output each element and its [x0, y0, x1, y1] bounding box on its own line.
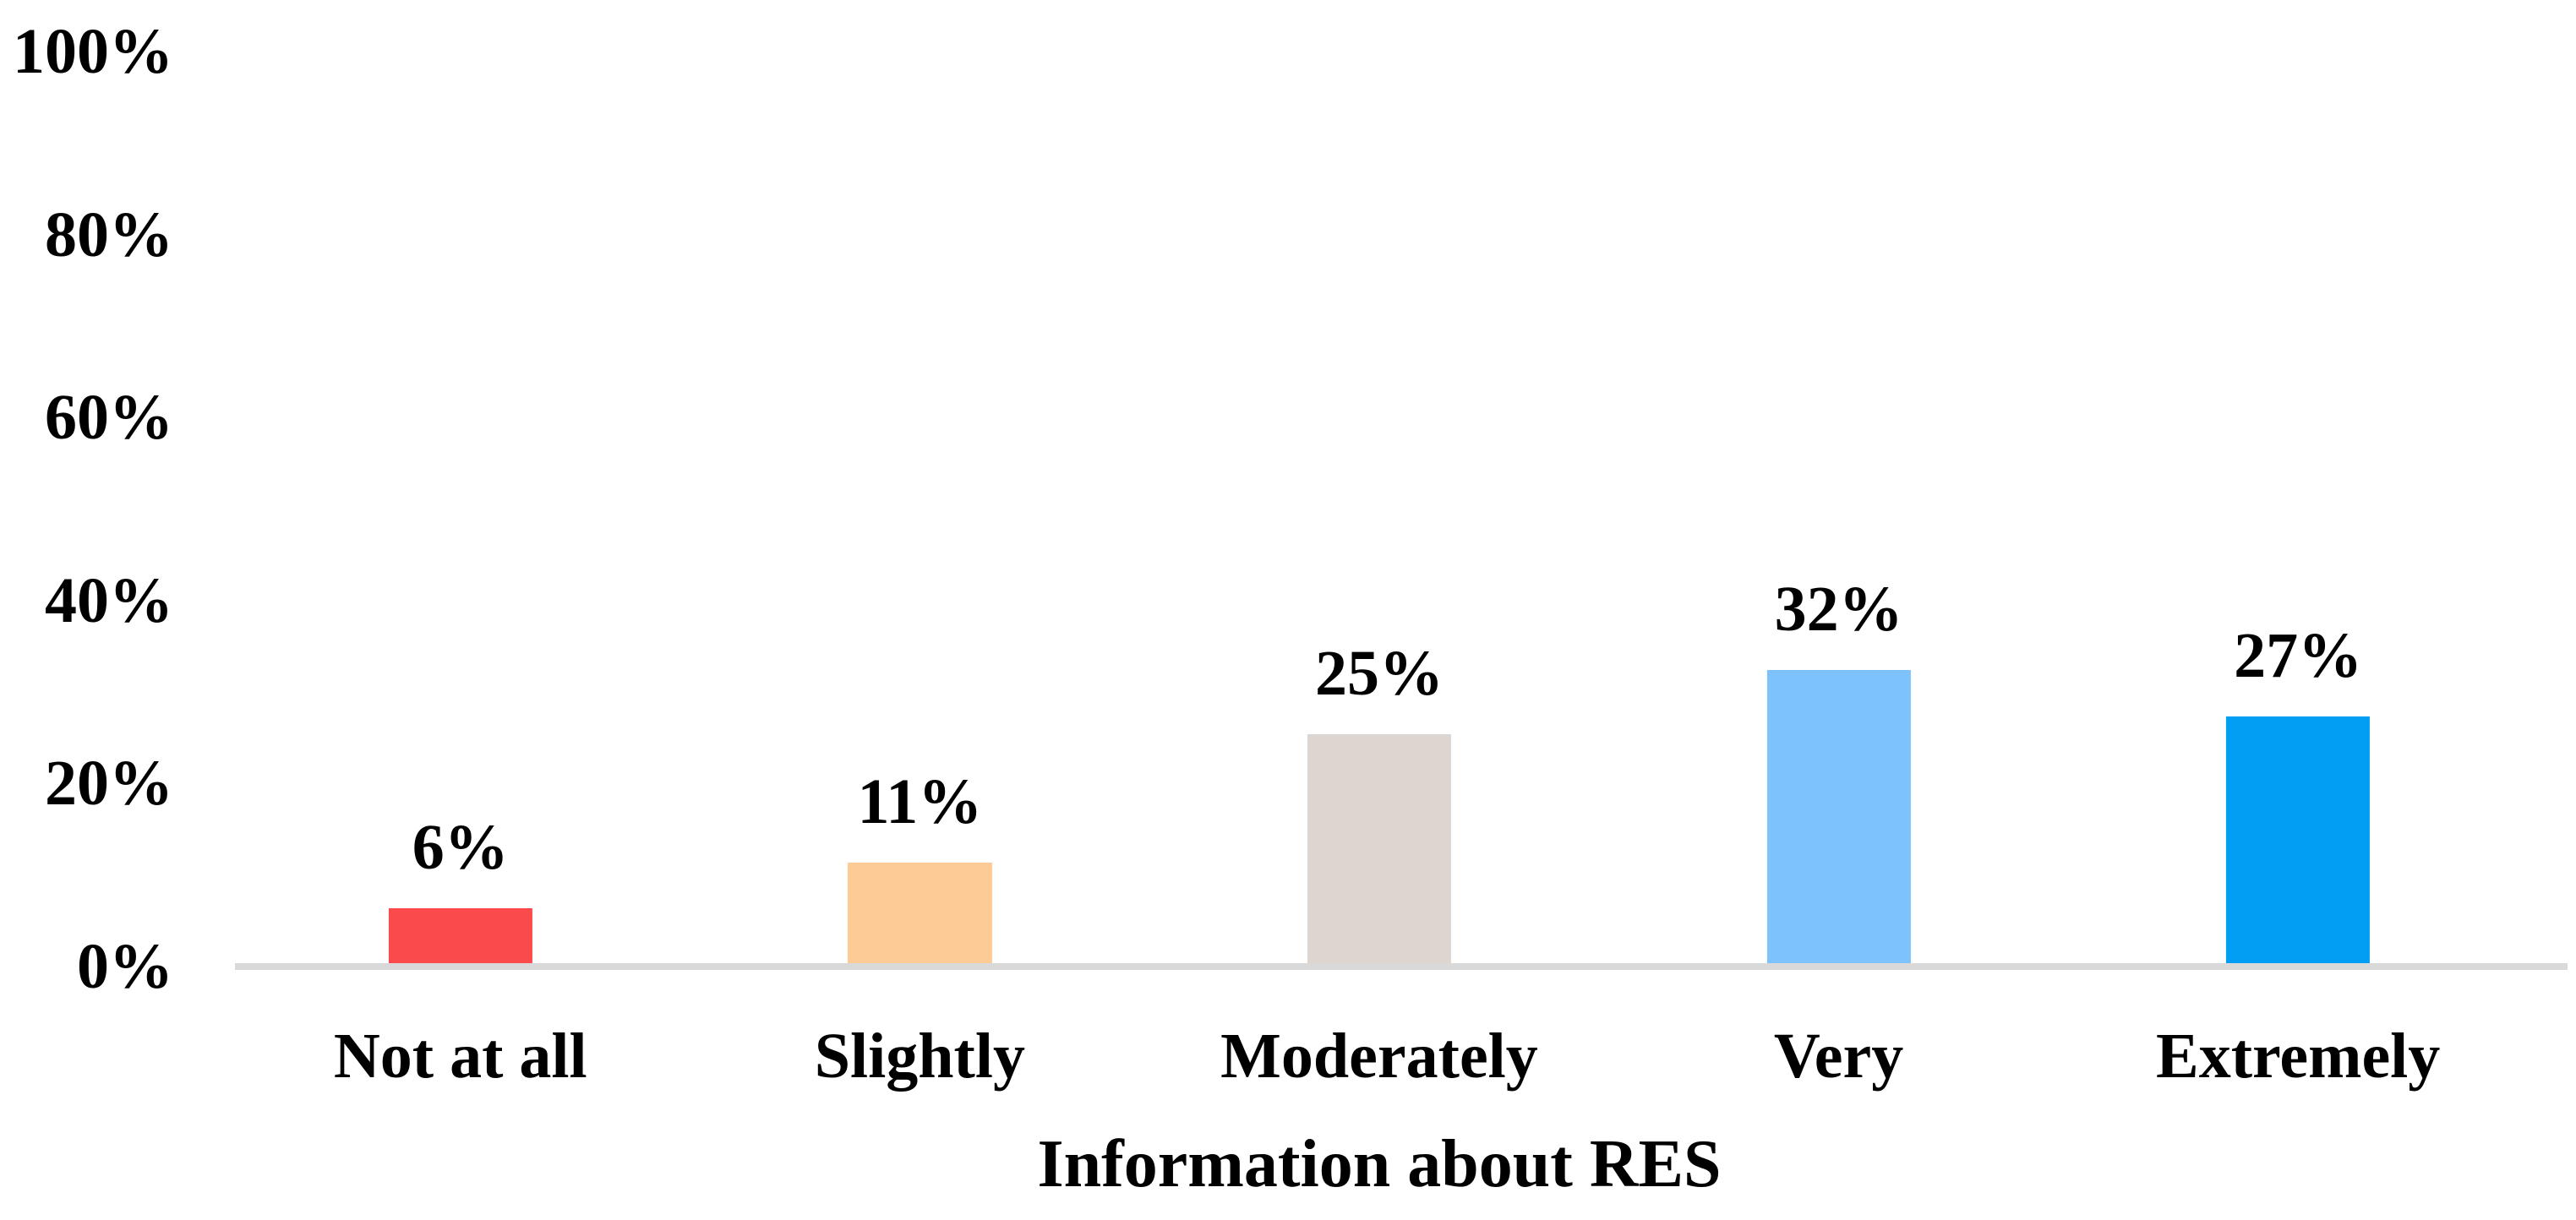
- category-label-very: Very: [1773, 1021, 1904, 1092]
- category-label-moderately: Moderately: [1220, 1021, 1538, 1092]
- x-axis-title: Information about RES: [1037, 1127, 1722, 1201]
- bar-slightly: [848, 862, 992, 963]
- bar-not-at-all: [388, 908, 532, 963]
- bar-data-label: 27%: [2234, 619, 2363, 691]
- bar-slot: 25%: [1149, 48, 1609, 963]
- bar-very: [1766, 670, 1911, 963]
- category-label-extremely: Extremely: [2156, 1021, 2441, 1092]
- category-label-not-at-all: Not at all: [333, 1021, 587, 1092]
- y-axis-tick-label: 80%: [45, 199, 173, 270]
- bar-data-label: 32%: [1774, 574, 1903, 645]
- y-axis-tick-label: 0%: [77, 931, 173, 1002]
- y-axis-tick-label: 20%: [45, 748, 173, 820]
- bar-moderately: [1307, 734, 1452, 963]
- y-axis-tick-label: 100%: [13, 16, 173, 87]
- bar-slot: 32%: [1609, 48, 2069, 963]
- y-axis-tick-label: 40%: [45, 564, 173, 636]
- bar-slot: 27%: [2068, 48, 2528, 963]
- y-axis: 0% 20% 40% 60% 80% 100%: [0, 0, 173, 1220]
- bar-slot: 6%: [231, 48, 690, 963]
- bar-data-label: 6%: [412, 812, 509, 884]
- x-axis-baseline: [235, 963, 2568, 970]
- bar-data-label: 25%: [1314, 638, 1444, 710]
- y-axis-tick-label: 60%: [45, 382, 173, 454]
- x-axis-category-labels: Not at all Slightly Moderately Very Extremel…: [231, 1024, 2528, 1088]
- bar-data-label: 11%: [857, 765, 983, 837]
- plot-area: 6% 11% 25% 32% 27%: [231, 48, 2528, 963]
- category-label-slightly: Slightly: [814, 1021, 1025, 1092]
- bar-slot: 11%: [690, 48, 1150, 963]
- bar-extremely: [2226, 716, 2371, 963]
